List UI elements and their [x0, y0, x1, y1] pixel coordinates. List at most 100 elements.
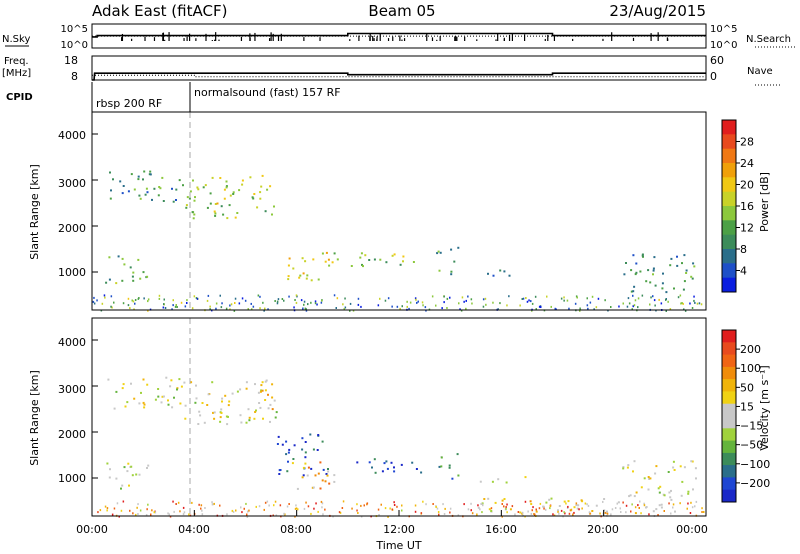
velocity-cell	[286, 470, 289, 473]
power-speckle	[134, 302, 136, 305]
velocity-cell	[201, 402, 204, 404]
velocity-speckle	[538, 507, 541, 510]
velocity-speckle	[200, 507, 202, 510]
power-cell	[676, 264, 679, 267]
velocity-speckle	[294, 507, 297, 510]
velocity-cell	[687, 490, 690, 493]
power-cell	[632, 254, 635, 257]
velocity-cell	[322, 468, 325, 471]
velocity-cell	[224, 394, 227, 397]
power-cell	[133, 188, 136, 191]
power-cell	[241, 179, 244, 182]
power-speckle	[110, 305, 112, 308]
power-speckle	[321, 299, 323, 302]
power-speckle	[459, 308, 461, 311]
power-speckle	[563, 299, 565, 302]
power-speckle	[230, 303, 233, 306]
velocity-speckle	[263, 508, 265, 511]
velocity-cell	[672, 466, 675, 469]
xtick-00: 00:00	[76, 523, 108, 536]
velocity-cell	[219, 420, 222, 423]
velocity-cell	[277, 435, 280, 438]
power-cell	[623, 273, 626, 276]
velocity-cell	[122, 383, 125, 386]
power-cell	[137, 258, 140, 261]
velocity-cell	[383, 462, 386, 465]
power-cell	[645, 280, 648, 283]
velocity-speckle	[97, 511, 99, 514]
power-speckle	[484, 297, 487, 300]
velocity-cell	[106, 462, 109, 465]
station-title: Adak East (fitACF)	[92, 2, 227, 20]
power-cell	[238, 189, 241, 192]
velocity-cell	[386, 467, 389, 470]
power-speckle	[193, 295, 196, 298]
power-colorbar-tick-label: 8	[740, 243, 747, 256]
power-panel-frame	[91, 111, 707, 311]
velocity-speckle	[240, 506, 242, 509]
velocity-speckle	[630, 510, 632, 513]
power-colorbar-swatch	[722, 263, 736, 279]
velocity-cell	[127, 462, 130, 465]
velocity-cell	[411, 461, 414, 464]
power-speckle	[295, 301, 298, 304]
power-cell	[301, 257, 304, 260]
velocity-speckle	[611, 508, 614, 511]
velocity-cell	[658, 504, 661, 507]
velocity-speckle	[273, 504, 275, 507]
velocity-cell	[262, 417, 264, 420]
velocity-speckle	[286, 505, 289, 508]
power-cell	[259, 197, 262, 200]
velocity-cell	[226, 423, 229, 426]
velocity-cell	[171, 406, 174, 409]
velocity-cell	[326, 474, 329, 477]
power-speckle	[485, 303, 487, 306]
power-cell	[690, 275, 693, 278]
velocity-heatmap	[97, 376, 705, 518]
velocity-colorbar-tick-label: −50	[740, 439, 763, 452]
power-cell	[635, 262, 638, 265]
power-cell	[437, 250, 440, 253]
power-cell	[185, 206, 188, 209]
velocity-cell	[683, 466, 686, 469]
power-speckle	[162, 306, 165, 309]
velocity-cell	[264, 380, 267, 383]
velocity-cell	[240, 421, 243, 424]
velocity-cell	[239, 414, 242, 417]
power-speckle	[499, 302, 501, 305]
velocity-speckle	[694, 505, 696, 508]
cpid-segment-1: rbsp 200 RF	[96, 97, 162, 110]
power-speckle	[186, 299, 188, 302]
power-speckle	[276, 302, 279, 305]
velocity-cell	[327, 468, 329, 470]
power-cell	[260, 185, 263, 188]
power-cell	[127, 190, 130, 193]
power-speckle	[184, 305, 187, 308]
power-speckle	[401, 305, 403, 308]
power-cell	[158, 186, 161, 188]
velocity-colorbar-tick-label: 200	[740, 343, 761, 356]
power-cell	[350, 265, 353, 267]
power-speckle	[482, 305, 485, 308]
velocity-cell	[457, 474, 460, 477]
velocity-cell	[130, 382, 132, 385]
velocity-speckle	[356, 503, 358, 506]
power-speckle	[172, 304, 174, 307]
velocity-cell	[269, 420, 271, 423]
velocity-speckle	[625, 511, 627, 514]
velocity-speckle	[356, 509, 358, 512]
power-speckle	[540, 306, 542, 308]
velocity-cell	[400, 463, 403, 466]
power-cell	[119, 180, 122, 183]
velocity-cell	[124, 405, 127, 408]
power-speckle	[682, 302, 684, 305]
velocity-colorbar-swatch	[722, 403, 736, 417]
velocity-speckle	[701, 511, 703, 513]
velocity-speckle	[360, 504, 362, 507]
power-cell	[402, 260, 404, 263]
velocity-cell	[123, 466, 126, 469]
velocity-speckle	[420, 512, 423, 515]
freq-label-line1: Freq.	[4, 56, 29, 67]
beam-title: Beam 05	[368, 2, 435, 20]
power-cell	[225, 185, 228, 188]
